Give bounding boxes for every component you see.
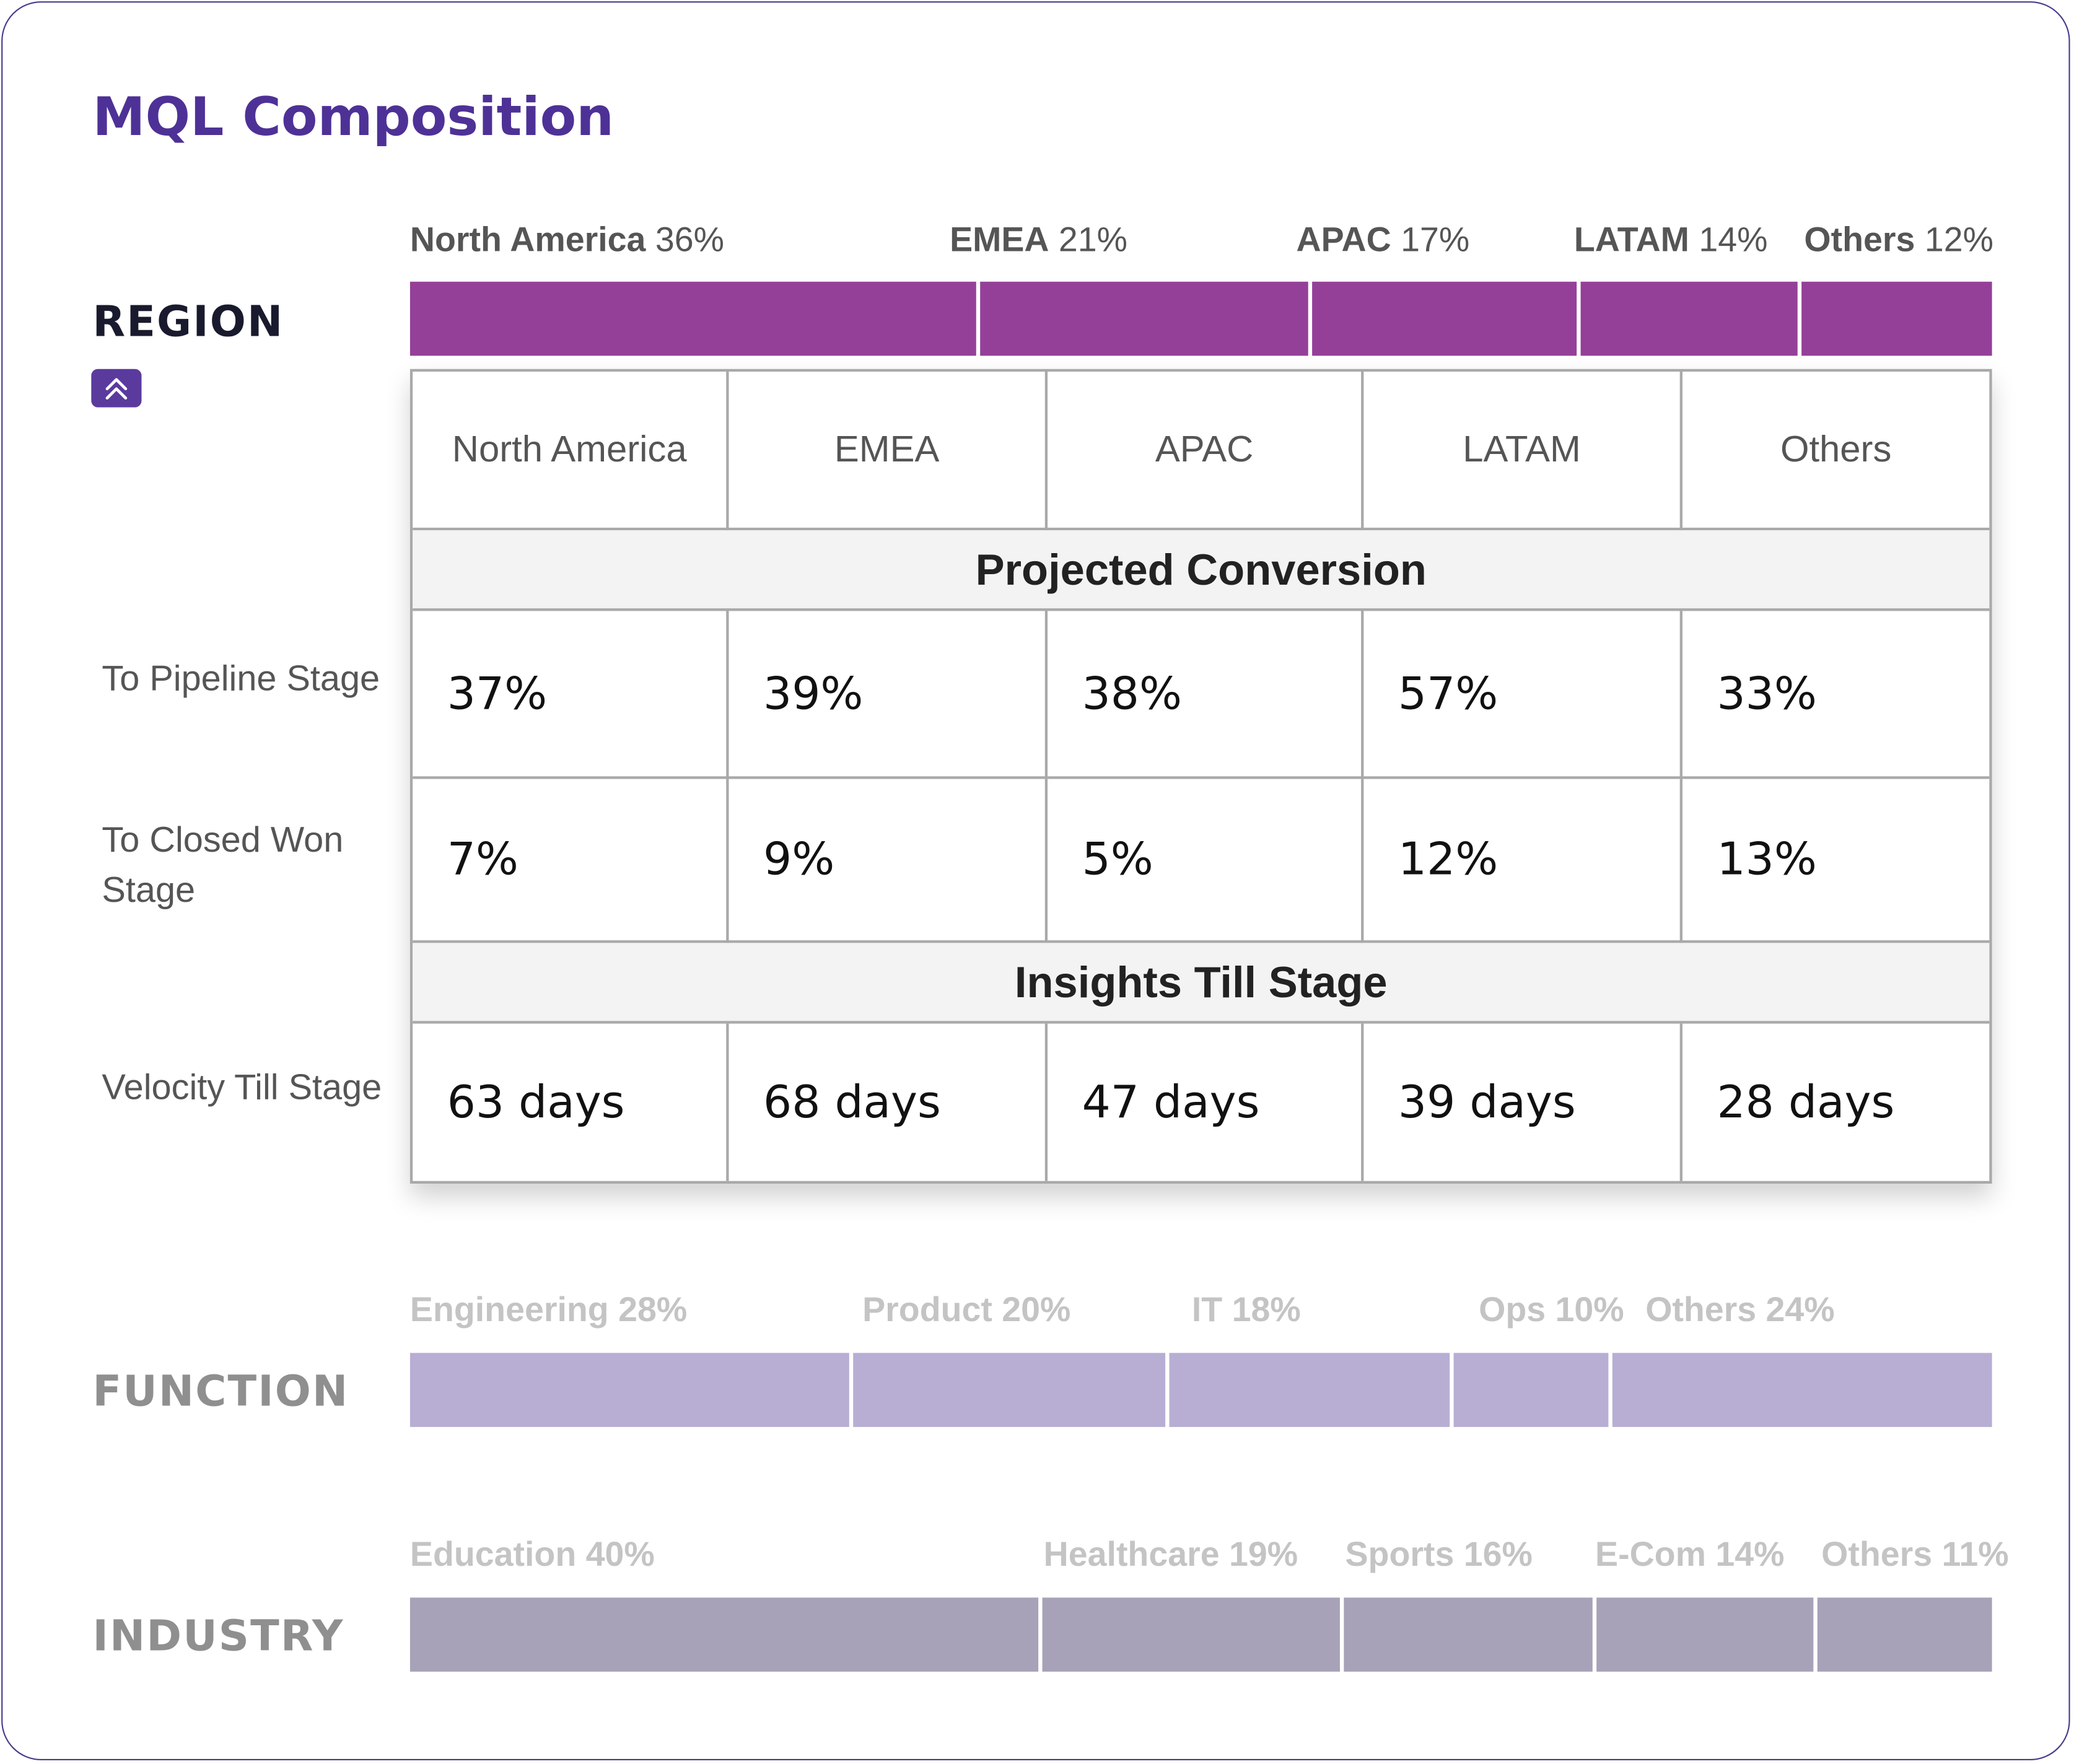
function-segment-4[interactable] bbox=[1454, 1353, 1609, 1427]
industry-segment-2[interactable] bbox=[1043, 1597, 1340, 1672]
function-section-label[interactable]: FUNCTION bbox=[92, 1366, 349, 1417]
pipeline-cell-apac: 38% bbox=[1048, 611, 1364, 779]
velocity-cell-latam: 39 days bbox=[1363, 1023, 1682, 1181]
region-label-north-america: North America 36% bbox=[409, 219, 724, 260]
industry-segment-3[interactable] bbox=[1343, 1597, 1593, 1672]
projected-conversion-header: Projected Conversion bbox=[413, 530, 1990, 611]
closed-won-cell-others: 13% bbox=[1682, 779, 1990, 943]
column-header-latam: LATAM bbox=[1363, 371, 1682, 531]
region-segment-1[interactable] bbox=[409, 281, 976, 356]
row-label-to-closed-won-stage: To Closed Won Stage bbox=[102, 819, 344, 910]
closed-won-cell-apac: 5% bbox=[1048, 779, 1364, 943]
region-segment-3[interactable] bbox=[1311, 281, 1577, 356]
industry-section-label[interactable]: INDUSTRY bbox=[92, 1610, 344, 1661]
industry-label-healthcare: Healthcare 19% bbox=[1043, 1534, 1298, 1574]
function-segment-3[interactable] bbox=[1169, 1353, 1450, 1427]
pipeline-cell-latam: 57% bbox=[1363, 611, 1682, 779]
region-segment-2[interactable] bbox=[979, 281, 1308, 356]
closed-won-cell-north-america: 7% bbox=[413, 779, 729, 943]
pipeline-cell-emea: 39% bbox=[729, 611, 1048, 779]
function-label-others: Others 24% bbox=[1645, 1289, 1835, 1329]
function-segment-5[interactable] bbox=[1612, 1353, 1992, 1427]
card-title: MQL Composition bbox=[92, 87, 615, 149]
region-label-others: Others 12% bbox=[1804, 219, 1993, 260]
column-header-apac: APAC bbox=[1048, 371, 1364, 531]
industry-segment-1[interactable] bbox=[409, 1597, 1039, 1672]
row-label-to-pipeline-stage: To Pipeline Stage bbox=[102, 658, 380, 699]
pipeline-cell-north-america: 37% bbox=[413, 611, 729, 779]
closed-won-cell-emea: 9% bbox=[729, 779, 1048, 943]
column-header-north-america: North America bbox=[413, 371, 729, 531]
collapse-region-button[interactable] bbox=[91, 369, 142, 408]
velocity-cell-emea: 68 days bbox=[729, 1023, 1048, 1181]
column-header-others: Others bbox=[1682, 372, 1990, 531]
region-segment-4[interactable] bbox=[1580, 281, 1798, 356]
velocity-cell-apac: 47 days bbox=[1048, 1023, 1364, 1181]
region-label-apac: APAC 17% bbox=[1296, 219, 1470, 260]
function-label-ops: Ops 10% bbox=[1479, 1289, 1624, 1329]
region-label-latam: LATAM 14% bbox=[1573, 219, 1768, 260]
industry-segment-5[interactable] bbox=[1818, 1597, 1992, 1672]
industry-label-e-com: E-Com 14% bbox=[1595, 1534, 1785, 1574]
closed-won-cell-latam: 12% bbox=[1363, 779, 1682, 943]
chevron-double-up-icon bbox=[105, 378, 128, 400]
insights-till-stage-header: Insights Till Stage bbox=[413, 943, 1990, 1024]
region-detail-table: North America EMEA APAC LATAM Others Pro… bbox=[409, 369, 1992, 1184]
industry-label-sports: Sports 16% bbox=[1345, 1534, 1533, 1574]
velocity-cell-others: 28 days bbox=[1717, 1075, 1895, 1129]
industry-label-others: Others 11% bbox=[1821, 1534, 2009, 1574]
industry-label-education: Education 40% bbox=[409, 1534, 655, 1574]
region-section-label: REGION bbox=[92, 296, 284, 347]
region-label-emea: EMEA 21% bbox=[950, 219, 1128, 260]
column-header-emea: EMEA bbox=[729, 371, 1048, 531]
function-segment-2[interactable] bbox=[852, 1353, 1166, 1427]
function-label-it: IT 18% bbox=[1191, 1289, 1301, 1329]
function-segment-1[interactable] bbox=[409, 1353, 849, 1427]
velocity-cell-north-america: 63 days bbox=[413, 1023, 729, 1181]
region-segment-5[interactable] bbox=[1802, 281, 1992, 356]
industry-segment-4[interactable] bbox=[1596, 1597, 1814, 1672]
function-label-engineering: Engineering 28% bbox=[409, 1289, 688, 1329]
pipeline-cell-others: 33% bbox=[1682, 611, 1990, 779]
function-label-product: Product 20% bbox=[862, 1289, 1071, 1329]
row-label-velocity-till-stage: Velocity Till Stage bbox=[102, 1067, 382, 1107]
